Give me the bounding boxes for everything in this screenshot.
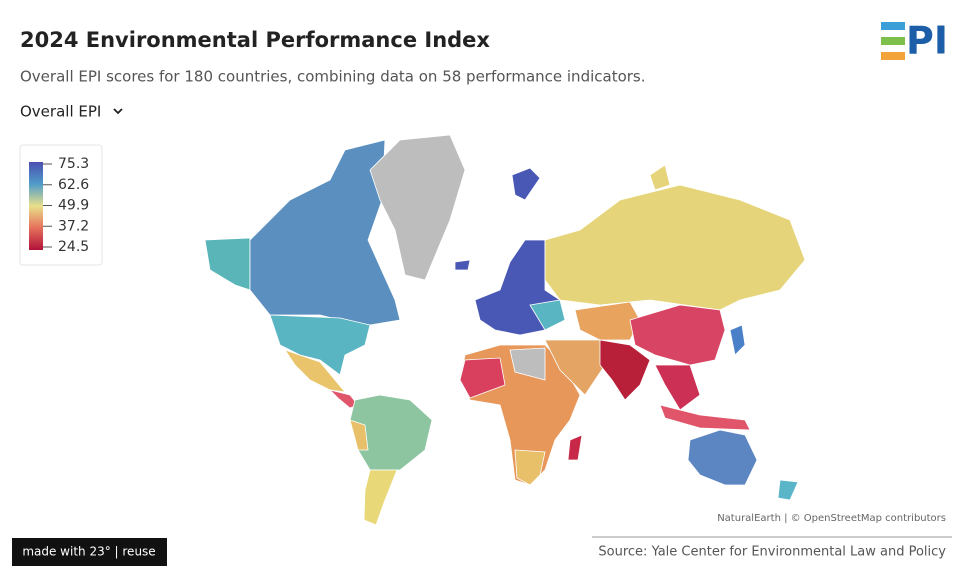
country[interactable] xyxy=(649,164,671,191)
country[interactable] xyxy=(459,357,506,399)
logo-bar xyxy=(881,52,905,60)
country[interactable] xyxy=(567,434,583,461)
badge-bg[interactable] xyxy=(12,538,167,566)
badge[interactable]: made with 23° | reuse xyxy=(12,538,167,566)
country[interactable] xyxy=(687,429,758,486)
country[interactable] xyxy=(454,259,471,271)
country[interactable] xyxy=(574,301,641,341)
country[interactable] xyxy=(204,237,251,291)
legend-tick-label: 37.2 xyxy=(58,218,89,234)
logo: PI xyxy=(881,19,948,63)
logo-text: PI xyxy=(906,19,948,63)
country[interactable] xyxy=(777,479,799,501)
country[interactable] xyxy=(369,134,466,281)
badge-text[interactable]: made with 23° | reuse xyxy=(22,545,155,559)
country[interactable] xyxy=(529,299,566,331)
country[interactable] xyxy=(544,184,806,311)
title: 2024 Environmental Performance Index xyxy=(20,28,490,52)
legend-tick-label: 49.9 xyxy=(58,198,89,214)
country[interactable] xyxy=(544,339,606,396)
source: Source: Yale Center for Environmental La… xyxy=(598,545,946,560)
country[interactable] xyxy=(514,449,546,486)
logo-bar xyxy=(881,37,905,45)
legend-gradient xyxy=(29,162,43,250)
country[interactable] xyxy=(269,314,371,376)
country[interactable] xyxy=(349,419,369,451)
legend-tick-label: 75.3 xyxy=(58,156,89,172)
country[interactable] xyxy=(659,404,751,431)
legend: 75.3 62.6 49.9 37.2 24.5 xyxy=(19,144,103,266)
indicator-dropdown[interactable]: Overall EPI xyxy=(20,103,123,121)
subtitle: Overall EPI scores for 180 countries, co… xyxy=(20,68,646,86)
country[interactable] xyxy=(284,349,346,393)
country[interactable] xyxy=(511,167,541,201)
country[interactable] xyxy=(629,304,726,366)
country[interactable] xyxy=(509,347,546,381)
dropdown-label[interactable]: Overall EPI xyxy=(20,103,101,121)
dropdown-chevron[interactable] xyxy=(113,108,123,115)
country[interactable] xyxy=(654,364,701,411)
country[interactable] xyxy=(363,469,398,526)
world-map xyxy=(204,134,806,526)
country[interactable] xyxy=(249,139,401,326)
logo-bar xyxy=(881,22,905,30)
country[interactable] xyxy=(599,339,651,401)
map-attribution: NaturalEarth | © OpenStreetMap contribut… xyxy=(717,513,946,524)
legend-tick-label: 24.5 xyxy=(58,239,89,255)
country[interactable] xyxy=(729,324,746,356)
legend-tick-label: 62.6 xyxy=(58,177,89,193)
